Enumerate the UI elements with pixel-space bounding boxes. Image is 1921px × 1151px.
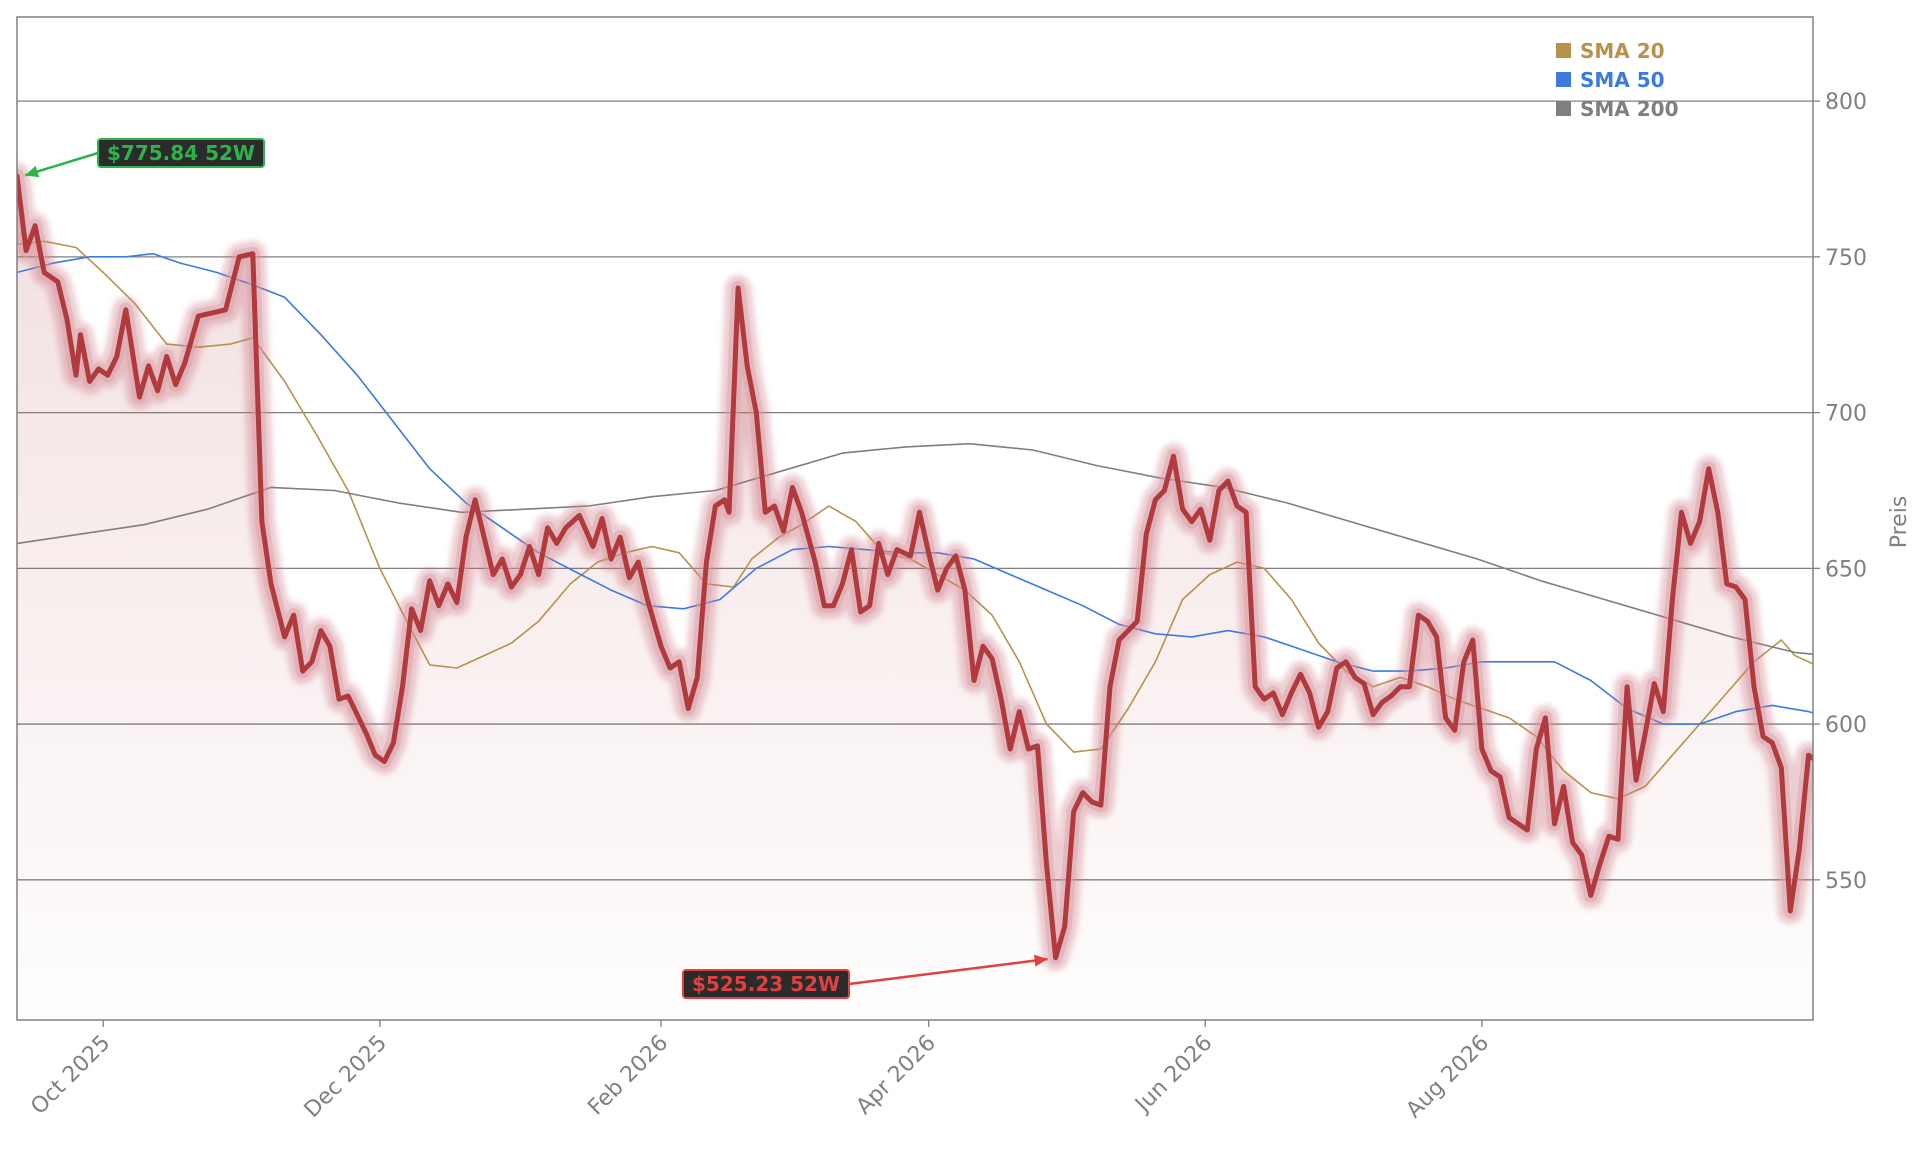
plot-frame bbox=[16, 16, 1814, 1021]
annotations: $775.84 52W $525.23 52W bbox=[24, 138, 1048, 999]
annotation-low: $525.23 52W bbox=[682, 954, 1048, 999]
y-tick-label: 600 bbox=[1825, 713, 1867, 738]
y-tick-label: 750 bbox=[1825, 246, 1867, 271]
annotation-high: $775.84 52W bbox=[24, 138, 265, 178]
y-tick-label: 700 bbox=[1825, 402, 1867, 427]
x-tick-label: Oct 2025 bbox=[26, 1031, 115, 1120]
legend: SMA 20 SMA 50 SMA 200 bbox=[1556, 39, 1679, 121]
annotation-arrowhead bbox=[25, 165, 40, 178]
x-tick-label: Aug 2026 bbox=[1402, 1031, 1495, 1124]
y-axis: 550 600 650 700 750 800 bbox=[1813, 90, 1867, 894]
legend-label: SMA 200 bbox=[1580, 97, 1679, 121]
legend-label: SMA 20 bbox=[1580, 39, 1665, 63]
price-line bbox=[17, 173, 1813, 961]
x-axis: Oct 2025 Dec 2025 Feb 2026 Apr 2026 Jun 2026… bbox=[26, 1020, 1494, 1123]
x-tick-label: Dec 2025 bbox=[300, 1031, 392, 1123]
price-area-fill bbox=[17, 175, 1813, 1020]
annotation-arrowhead bbox=[1033, 954, 1048, 967]
y-tick-label: 550 bbox=[1825, 869, 1867, 894]
y-tick-label: 800 bbox=[1825, 90, 1867, 115]
annotation-label: $775.84 52W bbox=[107, 141, 255, 165]
x-tick-label: Apr 2026 bbox=[852, 1031, 941, 1120]
annotation-label: $525.23 52W bbox=[692, 972, 840, 996]
legend-label: SMA 50 bbox=[1580, 68, 1665, 92]
annotation-box bbox=[682, 969, 850, 999]
series-line-sma-200 bbox=[17, 442, 1813, 655]
legend-swatch bbox=[1556, 72, 1571, 87]
legend-swatch bbox=[1556, 101, 1571, 116]
y-axis-label: Preis bbox=[1887, 496, 1912, 549]
x-tick-label: Jun 2026 bbox=[1130, 1031, 1218, 1119]
legend-swatch bbox=[1556, 43, 1571, 58]
annotation-box bbox=[97, 138, 265, 168]
y-tick-label: 650 bbox=[1825, 557, 1867, 582]
x-tick-label: Feb 2026 bbox=[584, 1031, 674, 1121]
annotation-arrow bbox=[848, 957, 1048, 986]
